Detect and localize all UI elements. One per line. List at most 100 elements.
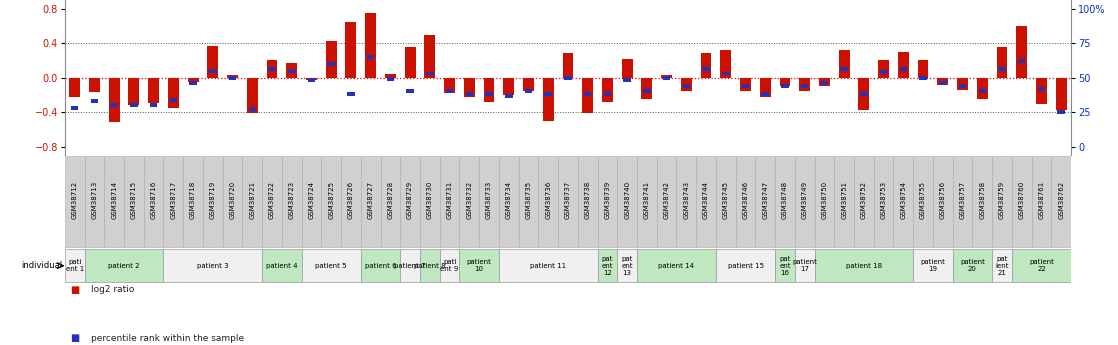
Text: GSM38730: GSM38730 (427, 181, 433, 219)
Text: ■: ■ (70, 333, 79, 343)
FancyBboxPatch shape (203, 156, 222, 247)
Bar (601, 78, 613, 102)
Text: patient 14: patient 14 (659, 263, 694, 269)
Text: GSM38738: GSM38738 (585, 181, 590, 219)
Bar (898, 52, 909, 78)
Bar (998, 67, 1006, 71)
FancyBboxPatch shape (932, 156, 953, 247)
Bar (425, 34, 435, 78)
Text: GSM38756: GSM38756 (940, 181, 946, 219)
FancyBboxPatch shape (637, 249, 716, 282)
Text: GSM38752: GSM38752 (861, 181, 866, 219)
Text: ■: ■ (70, 285, 79, 295)
FancyBboxPatch shape (736, 156, 756, 247)
Text: patient 5: patient 5 (315, 263, 347, 269)
Bar (702, 67, 710, 71)
FancyBboxPatch shape (1012, 249, 1071, 282)
Bar (524, 89, 532, 93)
Bar (129, 78, 140, 105)
Bar (799, 78, 811, 90)
Bar (168, 78, 179, 108)
FancyBboxPatch shape (756, 156, 775, 247)
Bar (622, 59, 633, 78)
FancyBboxPatch shape (144, 156, 163, 247)
FancyBboxPatch shape (439, 156, 459, 247)
Bar (741, 84, 749, 88)
Text: individual: individual (21, 261, 63, 270)
Bar (348, 92, 354, 96)
Bar (328, 62, 335, 66)
FancyBboxPatch shape (65, 156, 85, 247)
FancyBboxPatch shape (262, 249, 302, 282)
Bar (288, 69, 295, 73)
Text: GSM38749: GSM38749 (802, 181, 807, 219)
FancyBboxPatch shape (459, 249, 499, 282)
FancyBboxPatch shape (795, 156, 815, 247)
FancyBboxPatch shape (1032, 156, 1051, 247)
FancyBboxPatch shape (519, 156, 539, 247)
Bar (505, 93, 512, 98)
FancyBboxPatch shape (65, 249, 85, 282)
FancyBboxPatch shape (380, 156, 400, 247)
Bar (1058, 110, 1065, 114)
Bar (978, 89, 986, 93)
Bar (485, 92, 493, 96)
Text: GSM38759: GSM38759 (999, 181, 1005, 219)
Text: GSM38744: GSM38744 (703, 181, 709, 219)
Bar (108, 78, 120, 122)
Text: GSM38724: GSM38724 (309, 181, 314, 219)
Bar (584, 92, 591, 96)
Bar (446, 89, 453, 93)
Text: pat
ient
21: pat ient 21 (995, 256, 1008, 276)
FancyBboxPatch shape (85, 249, 163, 282)
Text: GSM38716: GSM38716 (151, 181, 157, 219)
Text: patient 2: patient 2 (108, 263, 140, 269)
Text: GSM38725: GSM38725 (329, 181, 334, 219)
Bar (70, 106, 78, 110)
FancyBboxPatch shape (1051, 156, 1071, 247)
Bar (387, 77, 395, 81)
FancyBboxPatch shape (992, 249, 1012, 282)
Bar (1055, 78, 1067, 110)
FancyBboxPatch shape (243, 156, 262, 247)
Bar (604, 92, 612, 96)
FancyBboxPatch shape (558, 156, 578, 247)
Text: pat
ent
16: pat ent 16 (779, 256, 790, 276)
Text: GSM38748: GSM38748 (781, 181, 788, 219)
FancyBboxPatch shape (459, 156, 480, 247)
Bar (661, 75, 672, 78)
FancyBboxPatch shape (400, 156, 420, 247)
FancyBboxPatch shape (439, 249, 459, 282)
Text: patient
19: patient 19 (920, 259, 946, 272)
FancyBboxPatch shape (597, 249, 617, 282)
Text: GSM38753: GSM38753 (881, 181, 887, 219)
Bar (426, 71, 434, 76)
FancyBboxPatch shape (973, 156, 992, 247)
Bar (937, 78, 948, 85)
FancyBboxPatch shape (539, 156, 558, 247)
FancyBboxPatch shape (104, 156, 124, 247)
Bar (642, 78, 652, 99)
Bar (464, 78, 475, 97)
FancyBboxPatch shape (874, 156, 893, 247)
FancyBboxPatch shape (499, 156, 519, 247)
Bar (878, 60, 889, 78)
Text: GSM38757: GSM38757 (959, 181, 966, 219)
FancyBboxPatch shape (854, 156, 874, 247)
FancyBboxPatch shape (656, 156, 676, 247)
Text: GSM38746: GSM38746 (742, 181, 749, 219)
Text: log2 ratio: log2 ratio (91, 285, 134, 294)
FancyBboxPatch shape (697, 156, 716, 247)
Text: GSM38732: GSM38732 (466, 181, 472, 219)
FancyBboxPatch shape (282, 156, 302, 247)
Bar (701, 53, 711, 78)
Bar (1018, 59, 1025, 63)
Text: GSM38713: GSM38713 (92, 181, 97, 219)
Text: GSM38717: GSM38717 (170, 181, 177, 219)
FancyBboxPatch shape (597, 156, 617, 247)
FancyBboxPatch shape (834, 156, 854, 247)
Bar (188, 78, 199, 82)
FancyBboxPatch shape (163, 249, 262, 282)
Text: GSM38719: GSM38719 (210, 181, 216, 219)
Bar (367, 55, 375, 59)
